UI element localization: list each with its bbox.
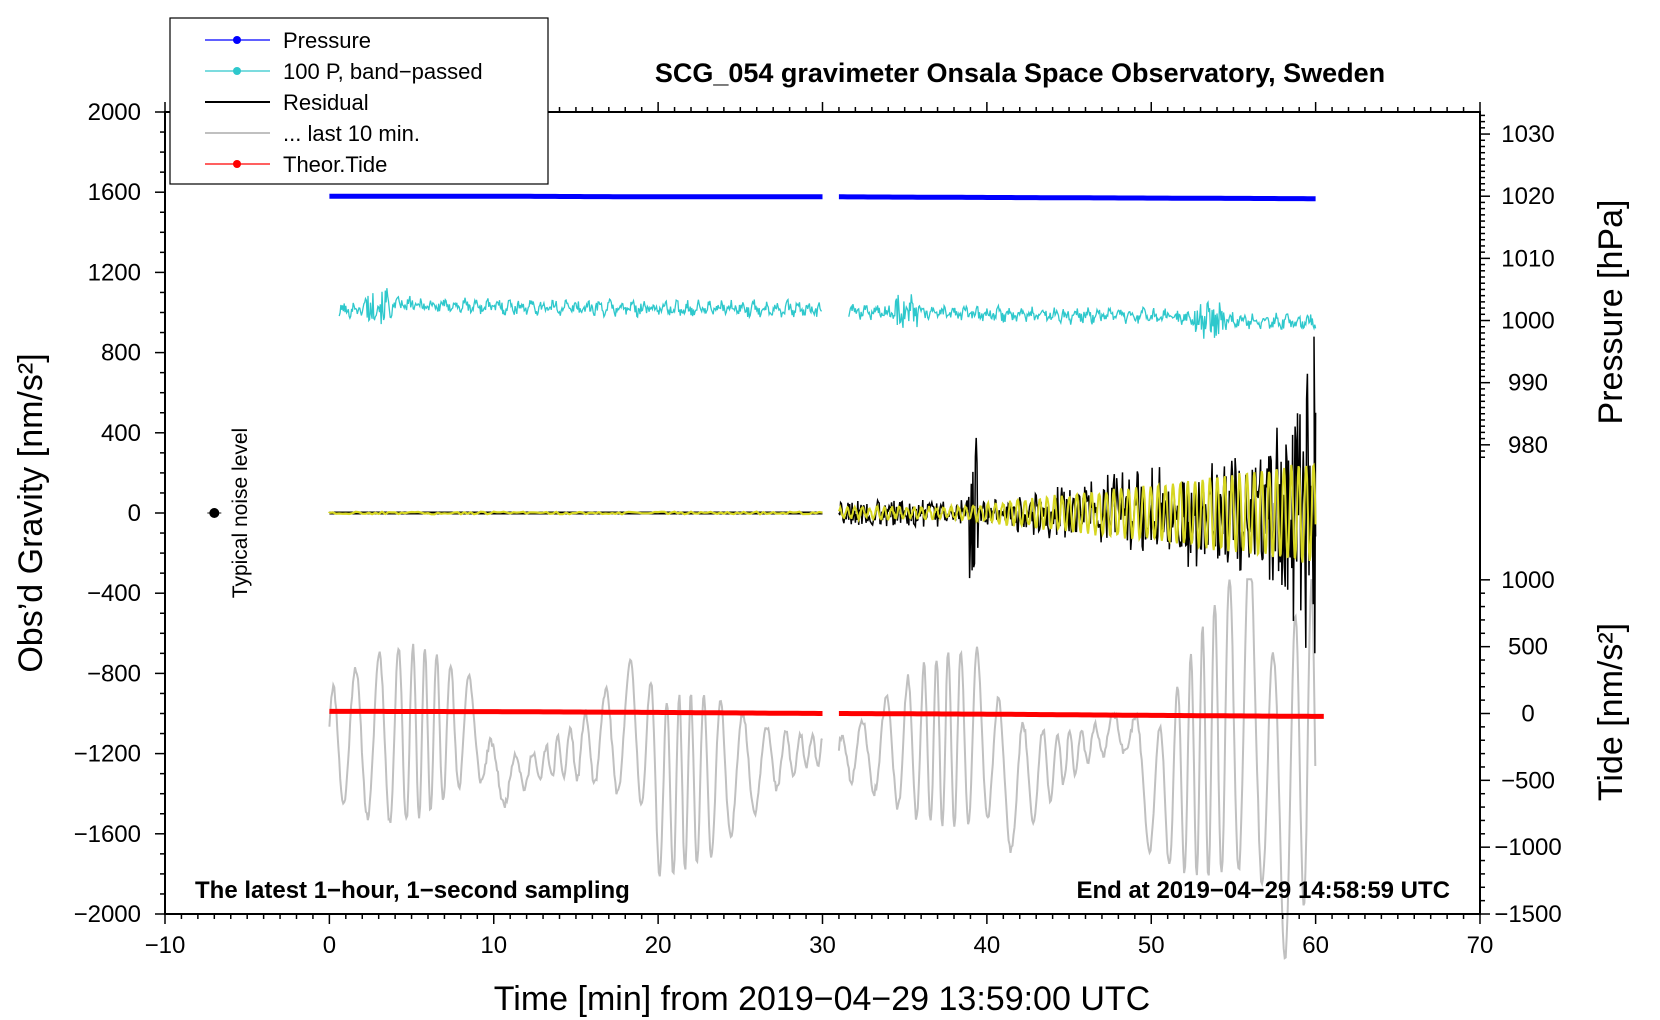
legend: Pressure 100 P, band−passed Residual ... la… <box>169 17 549 185</box>
y-tick-label-tide: −1500 <box>1494 901 1561 928</box>
residual-filtered-line <box>837 462 1317 563</box>
x-tick-label: 70 <box>1467 932 1494 959</box>
y-tick-label-pressure: 1020 <box>1501 183 1554 210</box>
y-tick-label-pressure: 980 <box>1508 432 1548 459</box>
y-axis-label-left: Obs’d Gravity [nm/s²] <box>12 353 50 672</box>
legend-marker <box>233 160 241 168</box>
legend-label: Theor.Tide <box>283 152 387 177</box>
y-tick-label-left: 1200 <box>88 259 141 286</box>
y-tick-label-left: −400 <box>87 580 141 607</box>
y-tick-label-pressure: 1010 <box>1501 245 1554 272</box>
y-tick-label-pressure: 990 <box>1508 370 1548 397</box>
y-tick-label-pressure: 1000 <box>1501 308 1554 335</box>
y-tick-label-left: −2000 <box>74 901 141 928</box>
bandpassed-pressure-line <box>848 294 1317 339</box>
x-tick-label: 50 <box>1138 932 1165 959</box>
sampling-note: The latest 1−hour, 1−second sampling <box>195 877 630 904</box>
pressure-line <box>329 193 823 200</box>
y-tick-label-left: 800 <box>101 340 141 367</box>
y-tick-label-tide: 500 <box>1508 634 1548 661</box>
legend-label: 100 P, band−passed <box>283 59 483 84</box>
x-tick-label: 30 <box>809 932 836 959</box>
legend-label: Residual <box>283 90 369 115</box>
y-tick-label-left: −1200 <box>74 741 141 768</box>
residual-filtered-line <box>328 510 823 516</box>
y-tick-label-left: −1600 <box>74 821 141 848</box>
y-axis-label-pressure: Pressure [hPa] <box>1592 200 1630 425</box>
y-tick-label-left: 400 <box>101 420 141 447</box>
end-time-note: End at 2019−04−29 14:58:59 UTC <box>1076 877 1450 904</box>
last-10-min-line <box>837 578 1317 960</box>
x-tick-label: 10 <box>480 932 507 959</box>
y-tick-label-tide: 0 <box>1521 701 1534 728</box>
noise-marker <box>209 508 220 518</box>
theor-tide-line <box>838 711 1324 719</box>
y-tick-label-left: 1600 <box>88 179 141 206</box>
y-tick-label-left: 0 <box>128 500 141 527</box>
y-axis-label-tide: Tide [nm/s²] <box>1592 623 1630 801</box>
theor-tide-line <box>329 708 823 716</box>
chart-title: SCG_054 gravimeter Onsala Space Observat… <box>655 58 1385 88</box>
legend-label: Pressure <box>283 28 371 53</box>
data-layer <box>207 193 1324 960</box>
last-10-min-line <box>328 643 823 877</box>
legend-marker <box>233 36 241 44</box>
bandpassed-pressure-line <box>338 288 823 325</box>
y-tick-label-left: −800 <box>87 660 141 687</box>
axis-ticks: −10 0 10 20 30 40 50 60 702000160012008004000−40… <box>74 99 1562 959</box>
noise-level-label: Typical noise level <box>229 428 252 598</box>
legend-label: ... last 10 min. <box>283 121 420 146</box>
y-tick-label-tide: 1000 <box>1501 567 1554 594</box>
x-tick-label: 0 <box>323 932 336 959</box>
legend-marker <box>233 67 241 75</box>
x-tick-label: −10 <box>145 932 186 959</box>
x-axis-label: Time [min] from 2019−04−29 13:59:00 UTC <box>494 980 1150 1018</box>
x-tick-label: 40 <box>974 932 1001 959</box>
y-tick-label-pressure: 1030 <box>1501 121 1554 148</box>
pressure-line <box>838 194 1316 202</box>
y-tick-label-left: 2000 <box>88 99 141 126</box>
x-tick-label: 60 <box>1302 932 1329 959</box>
y-tick-label-tide: −500 <box>1501 767 1555 794</box>
y-tick-label-tide: −1000 <box>1494 834 1561 861</box>
x-tick-label: 20 <box>645 932 672 959</box>
